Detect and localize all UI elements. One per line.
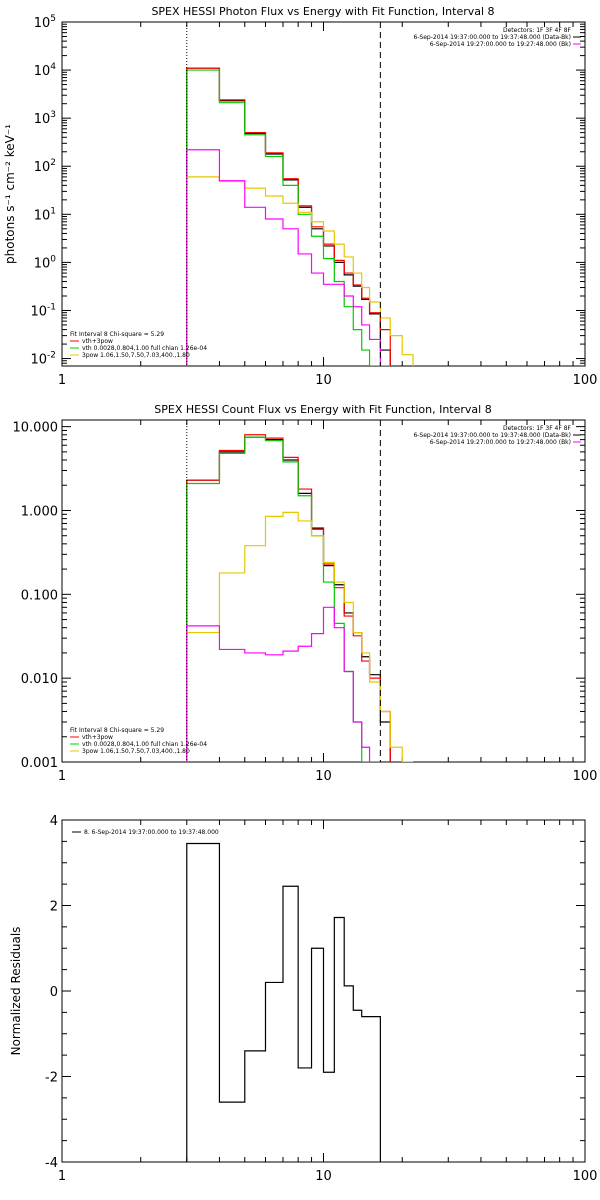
legend-text: 3pow 1.06,1.50,7.50,7.03,400.,1.80 — [82, 748, 190, 755]
legend-text: 8. 6-Sep-2014 19:37:00.000 to 19:37:48.0… — [84, 829, 219, 836]
legend-text: Fit Interval 8 Chi-square = 5.29 — [70, 331, 164, 338]
legend-text: vth+3pow — [82, 338, 113, 345]
y-tick-label: 102 — [34, 158, 56, 175]
y-tick-label: 2 — [50, 900, 58, 915]
legend-text: Fit Interval 8 Chi-square = 5.29 — [70, 727, 164, 734]
data-series-step — [186, 69, 391, 366]
y-tick-label: 0.010 — [21, 672, 58, 687]
legend-text: 6-Sep-2014 19:37:00.000 to 19:37:48.000 … — [413, 34, 571, 41]
count-flux-panel: SPEX HESSI Count Flux vs Energy with Fit… — [13, 403, 598, 784]
plot-frame — [61, 21, 586, 367]
data-series-step — [186, 67, 391, 366]
count-flux-title: SPEX HESSI Count Flux vs Energy with Fit… — [154, 403, 491, 416]
photon-flux-ylabel: photons s⁻¹ cm⁻² keV⁻¹ — [3, 124, 17, 264]
photon-flux-panel: SPEX HESSI Photon Flux vs Energy with Fi… — [3, 5, 597, 388]
x-tick-label: 10 — [315, 1169, 332, 1184]
y-tick-label: 104 — [34, 62, 57, 79]
x-tick-label: 1 — [58, 769, 66, 784]
data-series-step — [186, 176, 414, 366]
data-series-step — [186, 606, 381, 762]
legend-text: vth+3pow — [82, 734, 113, 741]
y-tick-label: 4 — [50, 814, 58, 829]
residuals-ylabel: Normalized Residuals — [9, 927, 23, 1056]
y-tick-label: 0.100 — [21, 588, 58, 603]
legend-text: Detectors: 1F 3F 4F 8F — [503, 27, 572, 34]
legend-text: Detectors: 1F 3F 4F 8F — [503, 425, 572, 432]
x-tick-label: 100 — [573, 1169, 598, 1184]
photon-flux-title: SPEX HESSI Photon Flux vs Energy with Fi… — [151, 5, 494, 18]
y-tick-label: 100 — [34, 254, 57, 271]
legend-text: 6-Sep-2014 19:27:00.000 to 19:27:48.000 … — [430, 439, 571, 446]
y-tick-label: 103 — [34, 110, 56, 127]
plot-frame — [61, 419, 586, 763]
legend-text: vth 0.0028,0.804,1.00 full chian 1.26e-0… — [82, 741, 207, 748]
legend-text: 3pow 1.06,1.50,7.50,7.03,400.,1.80 — [82, 352, 190, 359]
y-tick-label: 10.000 — [13, 421, 59, 436]
y-tick-label: 101 — [34, 206, 56, 223]
x-tick-label: 100 — [573, 373, 598, 388]
plot-area — [186, 842, 381, 1162]
residuals-panel: Normalized Residuals 1 10 100 -4 -2 0 2 4 8. 6-S… — [9, 814, 597, 1184]
legend-text: vth 0.0028,0.804,1.00 full chian 1.26e-0… — [82, 345, 207, 352]
y-tick-label: -4 — [45, 1156, 58, 1171]
data-series-step — [186, 67, 391, 366]
y-tick-label: 10-2 — [30, 351, 56, 368]
plot-area — [186, 67, 414, 366]
y-tick-label: 105 — [34, 14, 56, 31]
y-tick-label: 10-1 — [30, 302, 56, 319]
data-series-step — [186, 436, 370, 762]
x-tick-label: 1 — [58, 373, 66, 388]
data-series-step — [186, 436, 391, 762]
y-tick-label: 1.000 — [21, 504, 58, 519]
x-tick-label: 10 — [315, 769, 332, 784]
y-tick-label: 0.001 — [21, 756, 58, 771]
y-tick-label: -2 — [45, 1071, 58, 1086]
x-tick-label: 1 — [58, 1169, 66, 1184]
legend-text: 6-Sep-2014 19:27:00.000 to 19:27:48.000 … — [430, 41, 571, 48]
x-tick-label: 10 — [315, 373, 332, 388]
plot-area — [186, 434, 414, 762]
data-series-step — [186, 511, 414, 762]
legend-text: 6-Sep-2014 19:37:00.000 to 19:37:48.000 … — [413, 432, 571, 439]
data-series-step — [186, 149, 381, 366]
data-series-step — [186, 842, 381, 1162]
y-tick-label: 0 — [50, 985, 58, 1000]
x-tick-label: 100 — [573, 769, 598, 784]
